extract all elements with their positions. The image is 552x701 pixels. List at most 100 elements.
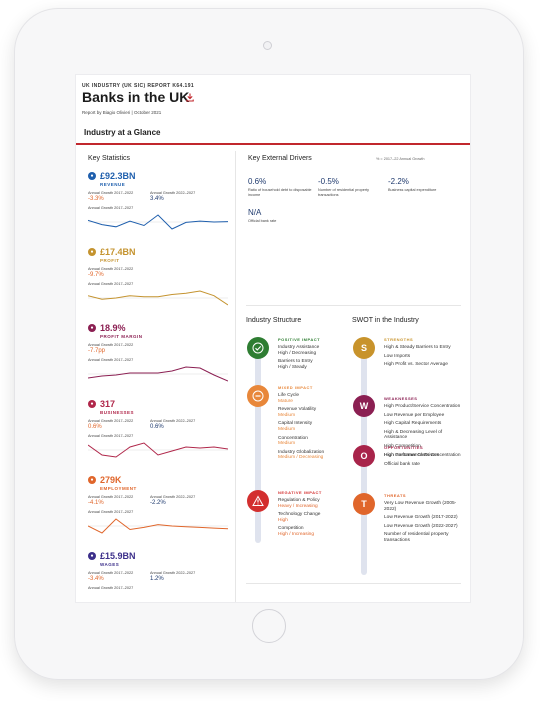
stat-block: ● 18.9% PROFIT MARGIN Annual Growth 2017–20…	[88, 323, 233, 383]
swot-item: Low Imports	[384, 353, 411, 359]
growth-col: Annual Growth 2022–2027 3.4%	[150, 191, 212, 202]
positive-impact-icon	[247, 337, 269, 359]
stat-head: ● £17.4BN	[88, 247, 233, 257]
stat-block: ● £92.3BN REVENUE Annual Growth 2017–2022 -3…	[88, 171, 233, 231]
column-divider	[235, 151, 236, 602]
strengths-block: STRENGTHS High & Steady Barriers to Entr…	[384, 337, 462, 371]
stat-value: £15.9BN	[100, 551, 136, 561]
driver-caption: Official bank rate	[248, 219, 277, 223]
growth-caption: Annual Growth 2017–2022	[88, 571, 134, 575]
employment-icon: ●	[88, 476, 96, 484]
swot-item: High & Steady Barriers to Entry	[384, 345, 451, 350]
home-button[interactable]	[252, 609, 286, 643]
growth-row: Annual Growth 2017–2022 -3.3% Annual Growt…	[88, 191, 233, 202]
growth-value: 0.6%	[88, 424, 102, 430]
structure-item-name: Barriers to Entry	[278, 359, 313, 365]
strengths-icon: S	[353, 337, 375, 359]
driver-value: 0.6%	[248, 177, 267, 186]
growth-row: Annual Growth 2017–2022 -4.1% Annual Growt…	[88, 495, 233, 506]
growth-value: 0.6%	[150, 424, 164, 430]
stat-block: ● £15.9BN WAGES Annual Growth 2017–2022 -3.4…	[88, 551, 233, 590]
structure-item: Technology Change High	[278, 512, 348, 523]
threats-heading: THREATS	[384, 493, 407, 498]
negative-impact-heading: NEGATIVE IMPACT	[278, 490, 322, 495]
stat-head: ● 317	[88, 399, 233, 409]
report-code: UK INDUSTRY (UK SIC) REPORT K64.191	[82, 83, 195, 89]
growth-caption: Annual Growth 2022–2027	[150, 191, 196, 195]
section-divider	[246, 305, 461, 306]
sparkline	[88, 366, 228, 382]
swot-item: High Competition	[384, 443, 421, 449]
positive-impact-block: POSITIVE IMPACT Industry Assistance High…	[278, 337, 348, 373]
weaknesses-block: WEAKNESSES High Product/Service Concentr…	[384, 396, 462, 461]
sparkline-caption: Annual Growth 2017–2027	[88, 358, 134, 362]
tablet-frame: UK INDUSTRY (UK SIC) REPORT K64.191 Bank…	[14, 8, 524, 680]
sparkline-series	[88, 442, 228, 458]
section-divider	[246, 583, 461, 584]
sparkline	[88, 442, 228, 458]
stat-label: WAGES	[100, 562, 120, 567]
growth-row: Annual Growth 2017–2022 -7.7pp	[88, 343, 233, 354]
structure-item-rating: High	[278, 517, 288, 523]
structure-item: Concentration Medium	[278, 436, 348, 447]
structure-item-name: Competition	[278, 526, 304, 532]
key-statistics-title: Key Statistics	[88, 155, 131, 162]
sparkline-caption: Annual Growth 2017–2027	[88, 510, 134, 514]
structure-item-name: Technology Change	[278, 512, 321, 518]
positive-impact-heading: POSITIVE IMPACT	[278, 337, 321, 342]
swot-item: High Customer Class Concentration	[384, 452, 461, 458]
driver-item: 0.6% Ratio of household debt to disposab…	[248, 177, 312, 198]
growth-value: -4.1%	[88, 500, 104, 506]
growth-value: -3.4%	[88, 576, 104, 582]
structure-item: Capital Intensity Medium	[278, 421, 348, 432]
weaknesses-icon: W	[353, 395, 375, 417]
stat-head: ● £92.3BN	[88, 171, 233, 181]
stat-head: ● 18.9%	[88, 323, 233, 333]
growth-caption: Annual Growth 2017–2022	[88, 495, 134, 499]
negative-impact-icon	[247, 490, 269, 512]
stat-block: ● 317 BUSINESSES Annual Growth 2017–2022 0.6…	[88, 399, 233, 459]
swot-item: High Capital Requirements	[384, 421, 442, 427]
key-drivers-title: Key External Drivers	[248, 155, 312, 162]
driver-item: -0.5% Number of residential property tra…	[318, 177, 382, 198]
growth-value: -7.7pp	[88, 348, 106, 354]
report-byline: Report by Biagio Olivieri | October 2021	[82, 110, 162, 115]
section-divider	[76, 143, 470, 145]
stat-head: ● £15.9BN	[88, 551, 233, 561]
structure-item: Industry Assistance High / Decreasing	[278, 345, 348, 356]
page-title: Banks in the UK	[82, 89, 190, 105]
key-drivers-note: % = 2017–22 Annual Growth	[376, 157, 425, 161]
growth-value: 3.4%	[150, 196, 164, 202]
structure-item-rating: Mature	[278, 398, 293, 404]
structure-item: Competition High / Increasing	[278, 526, 348, 537]
structure-item: Regulation & Policy Heavy / Increasing	[278, 498, 348, 509]
structure-item: Industry Globalization Medium / Decreasi…	[278, 450, 348, 461]
driver-caption: Ratio of household debt to disposable in…	[248, 188, 312, 197]
mixed-impact-block: MIXED IMPACT Life Cycle Mature Revenue V…	[278, 385, 348, 464]
stat-label: EMPLOYMENT	[100, 486, 137, 491]
download-icon[interactable]	[186, 93, 194, 102]
sparkline	[88, 290, 228, 306]
growth-caption: Annual Growth 2022–2027	[150, 419, 196, 423]
sparkline	[88, 214, 228, 230]
sparkline-series	[88, 518, 228, 534]
structure-item: Life Cycle Mature	[278, 393, 348, 404]
structure-item-name: Industry Assistance	[278, 345, 320, 350]
swot-item: Low Revenue Growth (2017-2022)	[384, 515, 458, 521]
swot-item: Very Low Revenue Growth (2005-2022)	[384, 501, 457, 512]
stat-label: REVENUE	[100, 182, 126, 187]
structure-item-rating: Medium	[278, 412, 296, 418]
structure-item-rating: Medium	[278, 426, 296, 432]
businesses-icon: ●	[88, 400, 96, 408]
growth-row: Annual Growth 2017–2022 0.6% Annual Growth…	[88, 419, 233, 430]
stat-label: PROFIT	[100, 258, 120, 263]
swot-item: Official bank rate	[384, 461, 420, 467]
opportunities-block: OPPORTUNITIES High Performance Drivers O…	[384, 445, 462, 470]
pound-icon: ●	[88, 172, 96, 180]
structure-item-name: Life Cycle	[278, 393, 300, 398]
swot-item: Low Revenue Growth (2022-2027)	[384, 523, 458, 529]
structure-item: Revenue Volatility Medium	[278, 407, 348, 418]
driver-value: -2.2%	[388, 177, 409, 186]
growth-col: Annual Growth 2017–2022 -3.3%	[88, 191, 150, 202]
threats-block: THREATS Very Low Revenue Growth (2005-20…	[384, 493, 462, 547]
